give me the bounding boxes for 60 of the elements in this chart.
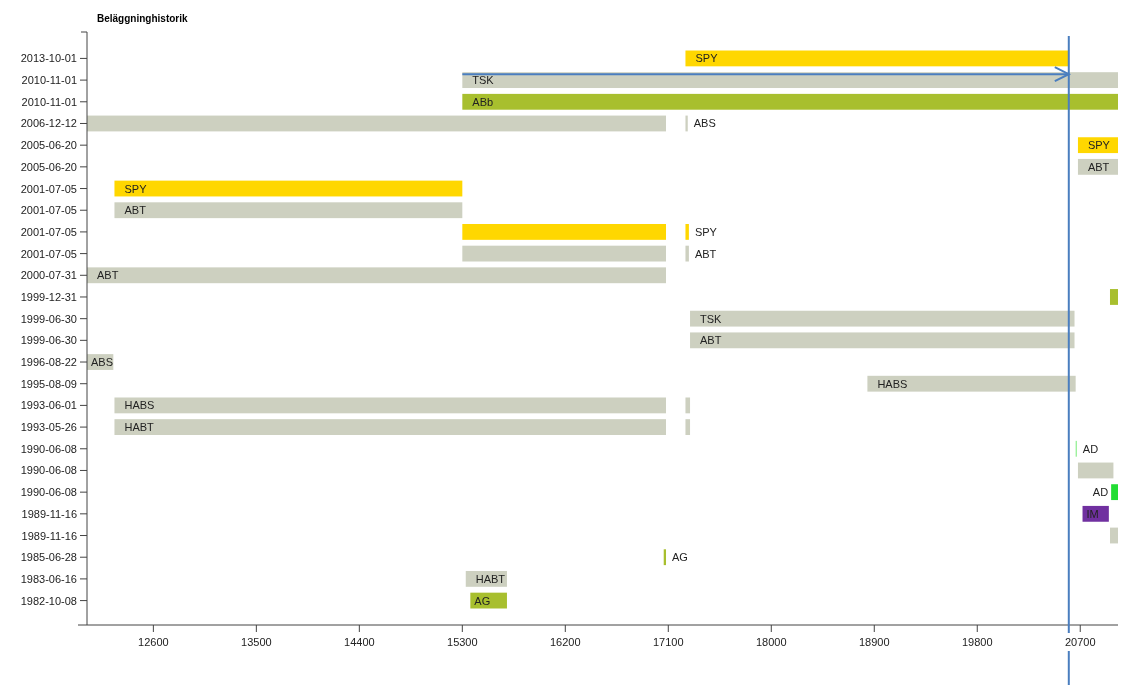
data-label: ABS [91, 356, 114, 369]
data-label: ABT [700, 334, 722, 347]
x-tick-label: 16200 [550, 636, 581, 648]
x-tick-label: 14400 [344, 636, 375, 648]
y-tick-label: 1999-06-30 [20, 334, 77, 347]
x-tick-label: 18000 [755, 636, 787, 648]
data-label: SPY [694, 225, 718, 238]
data-label: ABT [124, 204, 147, 217]
y-tick-label: 2000-07-31 [20, 269, 77, 282]
data-label: IM [1086, 507, 1099, 520]
x-tick-label: 12600 [138, 636, 169, 648]
y-tick-label: 1999-12-31 [20, 290, 77, 303]
data-label: ABT [1087, 160, 1110, 173]
y-tick-label: 1990-06-08 [20, 486, 77, 499]
y-tick-label: 2001-07-05 [20, 182, 77, 195]
y-tick-label: 1990-06-08 [20, 464, 77, 477]
data-label: HABS [124, 399, 155, 412]
x-tick-label: 13500 [241, 636, 272, 648]
y-tick-label: 1983-06-16 [20, 572, 77, 585]
data-label: ABT [97, 269, 119, 282]
y-tick-label: 2001-07-05 [20, 204, 77, 217]
y-tick-label: 2001-07-05 [20, 225, 77, 238]
y-tick-label: 2005-06-20 [20, 160, 77, 173]
y-tick-label: 2001-07-05 [20, 247, 77, 260]
data-label: HABT [475, 572, 506, 585]
x-tick-label: 19800 [961, 636, 993, 648]
y-tick-label: 1993-06-01 [20, 399, 77, 412]
y-tick-label: 1985-06-28 [20, 551, 77, 564]
x-tick-label: 17100 [653, 636, 684, 648]
data-label: HABS [877, 377, 908, 390]
data-label: SPY [695, 52, 719, 65]
y-tick-label: 2006-12-12 [20, 117, 77, 130]
y-tick-label: 1996-08-22 [20, 356, 77, 369]
x-tick-label: 18900 [858, 636, 890, 648]
x-tick-label: 20700 [1064, 636, 1096, 648]
y-tick-label: 1999-06-30 [20, 312, 77, 325]
data-label: AG [672, 551, 688, 564]
y-tick-label: 1989-11-16 [21, 529, 77, 542]
data-label: TSK [472, 74, 495, 87]
data-label: AD [1092, 486, 1109, 499]
y-tick-label: 2013-10-01 [20, 52, 77, 65]
data-label: HABT [124, 421, 155, 434]
y-tick-label: 1993-05-26 [20, 421, 77, 434]
data-label: TSK [700, 312, 723, 325]
y-tick-label: 1995-08-09 [20, 377, 77, 390]
y-tick-label: 1990-06-08 [20, 442, 77, 455]
data-label: SPY [124, 182, 148, 195]
data-label: SPY [1087, 139, 1111, 152]
y-tick-label: 1982-10-08 [20, 594, 77, 607]
y-tick-label: 2010-11-01 [21, 74, 77, 87]
x-tick-label: 15300 [447, 636, 478, 648]
data-label: ABS [693, 117, 716, 130]
data-label: ABb [472, 95, 494, 108]
data-label: AD [1082, 442, 1099, 455]
data-label: ABT [694, 247, 717, 260]
y-tick-label: 2010-11-01 [21, 95, 77, 108]
y-tick-label: 2005-06-20 [20, 139, 77, 152]
chart-title: Beläggninghistorik [97, 13, 188, 24]
data-label: AG [474, 594, 491, 607]
y-tick-label: 1989-11-16 [21, 507, 77, 520]
